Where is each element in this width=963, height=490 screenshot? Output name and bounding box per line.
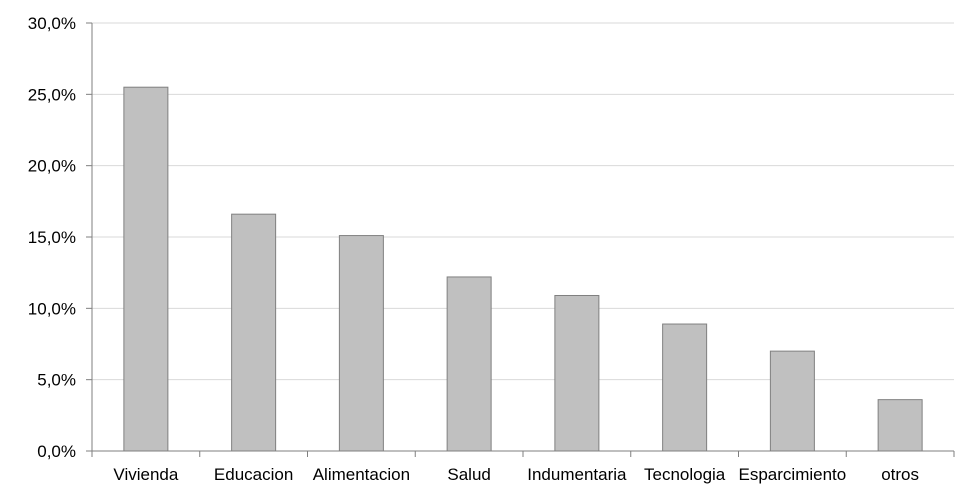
bar-tecnologia <box>662 323 708 452</box>
bar-esparcimiento <box>769 350 815 452</box>
y-tick-label: 15,0% <box>28 228 76 247</box>
x-category-label: Salud <box>447 465 490 484</box>
bar-alimentacion <box>338 235 384 452</box>
y-tick-labels: 0,0% 5,0% 10,0% 15,0% 20,0% 25,0% 30,0% <box>28 14 76 461</box>
x-category-label: otros <box>881 465 919 484</box>
y-tick-label: 20,0% <box>28 157 76 176</box>
x-category-labels: Vivienda Educacion Alimentacion Salud Indume… <box>113 465 919 484</box>
y-tick-label: 5,0% <box>37 371 76 390</box>
x-category-label: Esparcimiento <box>739 465 847 484</box>
x-category-label: Tecnologia <box>644 465 726 484</box>
axes <box>86 22 955 457</box>
x-category-label: Educacion <box>214 465 293 484</box>
gridlines <box>92 22 954 381</box>
x-category-label: Indumentaria <box>527 465 627 484</box>
x-category-label: Alimentacion <box>313 465 410 484</box>
y-tick-label: 10,0% <box>28 299 76 318</box>
bar-indumentaria <box>554 294 600 452</box>
bars <box>123 86 923 452</box>
bar-salud <box>446 276 492 452</box>
y-tick-label: 0,0% <box>37 442 76 461</box>
y-tick-label: 25,0% <box>28 85 76 104</box>
bar-otros <box>877 399 923 452</box>
bar-educacion <box>231 213 277 452</box>
x-category-label: Vivienda <box>113 465 178 484</box>
y-tick-label: 30,0% <box>28 14 76 33</box>
bar-vivienda <box>123 86 169 452</box>
